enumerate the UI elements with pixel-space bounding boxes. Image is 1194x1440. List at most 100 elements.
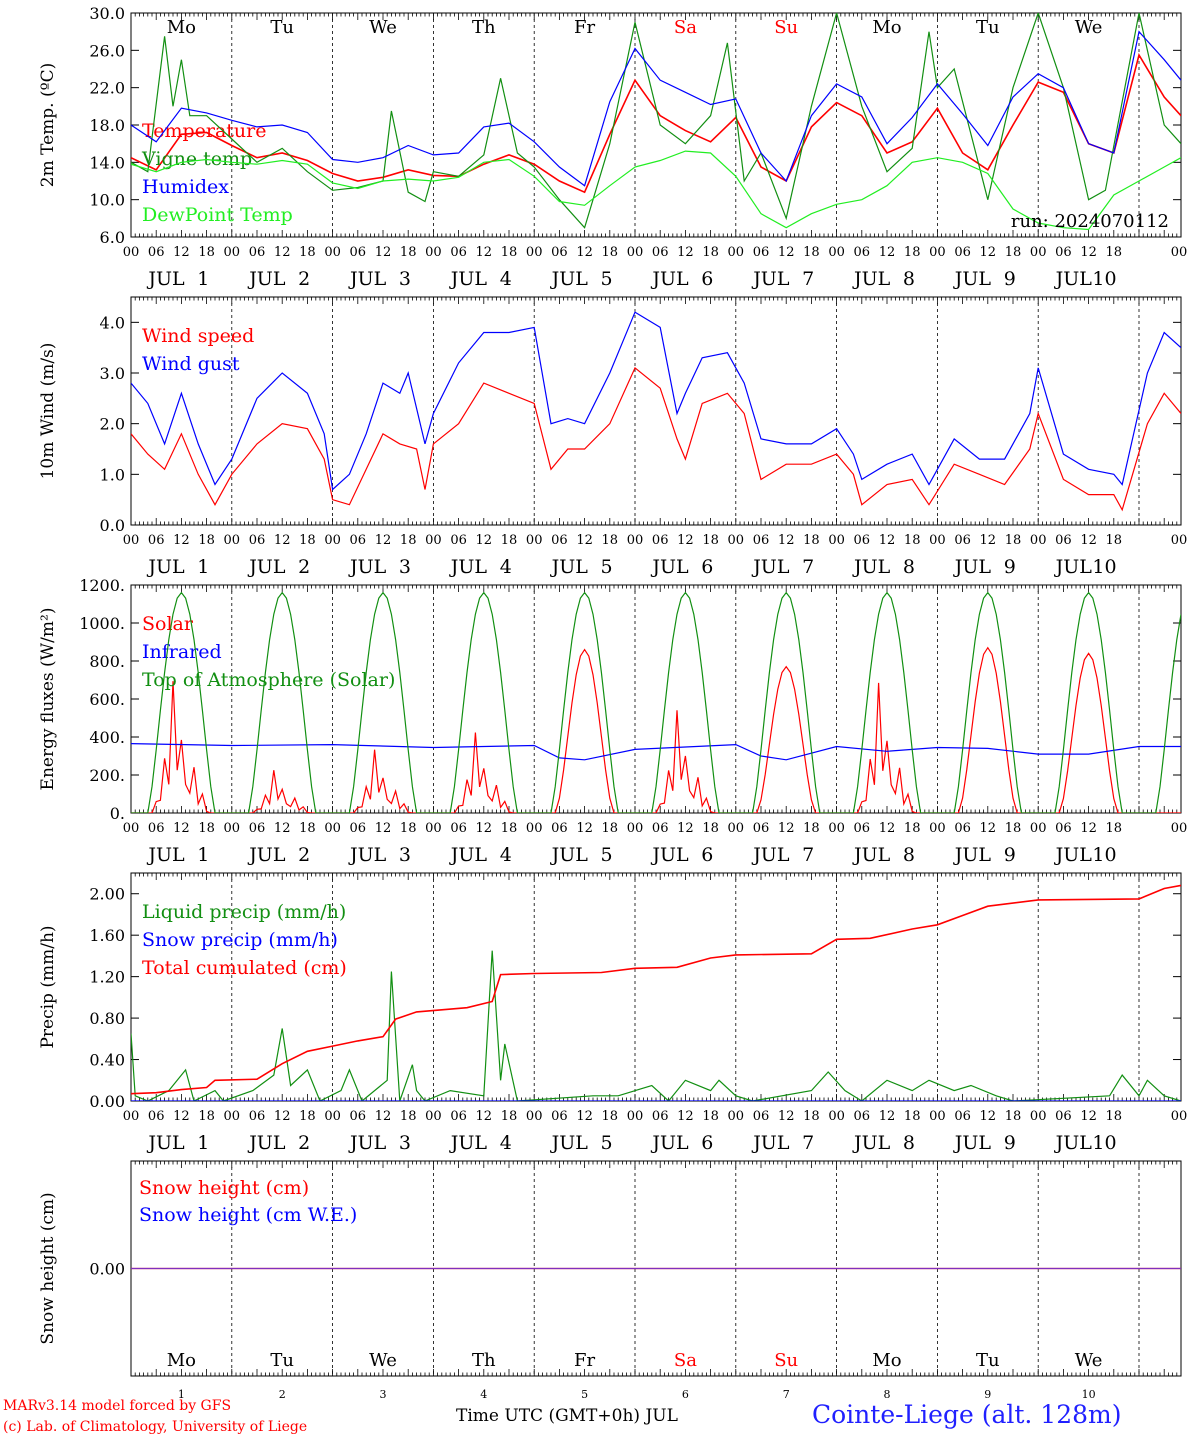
hour-label: 00 bbox=[828, 245, 845, 260]
hour-label: 18 bbox=[602, 533, 619, 548]
day-number-label: 10 bbox=[1092, 268, 1116, 290]
hour-label: 18 bbox=[400, 1109, 417, 1124]
plot-frame bbox=[130, 584, 1182, 814]
hour-label: 06 bbox=[1055, 533, 1072, 548]
series-line-vigne-temp bbox=[131, 13, 1181, 229]
hour-label: 06 bbox=[1055, 821, 1072, 836]
hour-label: 12 bbox=[778, 245, 795, 260]
month-label: JUL bbox=[146, 556, 185, 578]
month-label: JUL bbox=[550, 268, 589, 290]
day-number-label: 3 bbox=[399, 268, 411, 290]
month-label: JUL bbox=[852, 844, 891, 866]
day-number-label: 3 bbox=[380, 1388, 387, 1401]
hour-label: 12 bbox=[980, 1109, 997, 1124]
hour-label: 12 bbox=[476, 245, 493, 260]
legend-entry: Infrared bbox=[142, 641, 222, 663]
hour-label: 18 bbox=[904, 245, 921, 260]
y-tick-label: 800. bbox=[89, 652, 125, 671]
y-tick-label: 0.80 bbox=[89, 1009, 125, 1028]
weekday-label: We bbox=[1075, 1350, 1103, 1371]
y-tick-label: 10.0 bbox=[89, 191, 125, 210]
hour-label: 00 bbox=[425, 821, 442, 836]
day-number-label: 4 bbox=[500, 556, 512, 578]
legend-entry: Humidex bbox=[142, 176, 229, 198]
hour-label: 18 bbox=[400, 821, 417, 836]
chart-panel-4: 0.00 0.40 0.80 1.20 1.60 2.00 Precip (mm/h) 00 0… bbox=[38, 872, 1188, 1154]
hour-label: 12 bbox=[576, 1109, 593, 1124]
day-number-label: 7 bbox=[802, 844, 814, 866]
day-number-label: 9 bbox=[1004, 844, 1016, 866]
hour-label: 12 bbox=[677, 245, 694, 260]
day-number-label: 5 bbox=[601, 844, 613, 866]
hour-label: 18 bbox=[299, 1109, 316, 1124]
hour-label: 12 bbox=[375, 1109, 392, 1124]
hour-label: 18 bbox=[803, 821, 820, 836]
chart-panel-1: 6.0 10.0 14.0 18.0 22.0 26.0 30.0 2m Temp. (ºC)… bbox=[38, 4, 1187, 290]
hour-label: 06 bbox=[350, 821, 367, 836]
month-label: JUL bbox=[751, 268, 790, 290]
month-label: JUL bbox=[751, 1132, 790, 1154]
day-number-label: 5 bbox=[581, 1388, 588, 1401]
y-tick-label: 26.0 bbox=[89, 41, 125, 60]
hour-label: 12 bbox=[879, 533, 896, 548]
y-tick-label: 200. bbox=[89, 766, 125, 785]
hour-label: 00 bbox=[627, 245, 644, 260]
hour-label: 00 bbox=[425, 245, 442, 260]
model-credit: MARv3.14 model forced by GFS bbox=[3, 1398, 232, 1414]
hour-label: 06 bbox=[652, 245, 669, 260]
legend-entry: Liquid precip (mm/h) bbox=[142, 901, 346, 923]
hour-label: 06 bbox=[148, 1109, 165, 1124]
hour-label: 18 bbox=[904, 821, 921, 836]
hour-label: 00 bbox=[828, 1109, 845, 1124]
y-tick-label: 2.00 bbox=[89, 885, 125, 904]
hour-label: 00 bbox=[224, 533, 241, 548]
month-label: JUL bbox=[550, 556, 589, 578]
hour-label: 00 bbox=[224, 821, 241, 836]
weekday-label: Fr bbox=[574, 1350, 595, 1371]
hour-label: 00 bbox=[123, 1109, 140, 1124]
hour-label: 06 bbox=[450, 245, 467, 260]
hour-label: 18 bbox=[702, 1109, 719, 1124]
hour-label: 12 bbox=[879, 245, 896, 260]
hour-label: 12 bbox=[173, 245, 190, 260]
month-label: JUL bbox=[852, 556, 891, 578]
hour-label: 18 bbox=[602, 821, 619, 836]
y-tick-label: 400. bbox=[89, 728, 125, 747]
hour-label: 18 bbox=[904, 1109, 921, 1124]
day-number-label: 1 bbox=[197, 556, 209, 578]
hour-label: 00 bbox=[1171, 821, 1188, 836]
hour-label: 06 bbox=[551, 533, 568, 548]
weekday-label: We bbox=[369, 1350, 397, 1371]
y-tick-label: 22.0 bbox=[89, 79, 125, 98]
series-line-temperature bbox=[131, 52, 1181, 194]
hour-label: 00 bbox=[1171, 245, 1188, 260]
weekday-label: Su bbox=[774, 17, 798, 38]
day-number-label: 5 bbox=[601, 268, 613, 290]
hour-label: 18 bbox=[602, 1109, 619, 1124]
weekday-label: Tu bbox=[270, 17, 294, 38]
hour-label: 00 bbox=[929, 821, 946, 836]
hour-label: 18 bbox=[501, 821, 518, 836]
day-number-label: 4 bbox=[500, 268, 512, 290]
month-label: JUL bbox=[348, 1132, 387, 1154]
day-number-label: 3 bbox=[399, 844, 411, 866]
hour-label: 00 bbox=[224, 1109, 241, 1124]
hour-label: 00 bbox=[1030, 533, 1047, 548]
hour-label: 00 bbox=[425, 1109, 442, 1124]
month-label: JUL bbox=[650, 268, 689, 290]
y-tick-label: 0.40 bbox=[89, 1051, 125, 1070]
hour-label: 00 bbox=[1171, 1109, 1188, 1124]
hour-label: 12 bbox=[1080, 245, 1097, 260]
hour-label: 12 bbox=[173, 1109, 190, 1124]
hour-label: 18 bbox=[803, 533, 820, 548]
legend-entry: Solar bbox=[142, 613, 194, 635]
day-number-label: 3 bbox=[399, 556, 411, 578]
hour-label: 00 bbox=[627, 1109, 644, 1124]
y-tick-label: 0. bbox=[110, 804, 125, 823]
weekday-label: We bbox=[369, 17, 397, 38]
day-number-label: 10 bbox=[1092, 844, 1116, 866]
hour-label: 06 bbox=[450, 1109, 467, 1124]
day-number-label: 10 bbox=[1092, 556, 1116, 578]
y-tick-label: 0.00 bbox=[89, 1092, 125, 1111]
